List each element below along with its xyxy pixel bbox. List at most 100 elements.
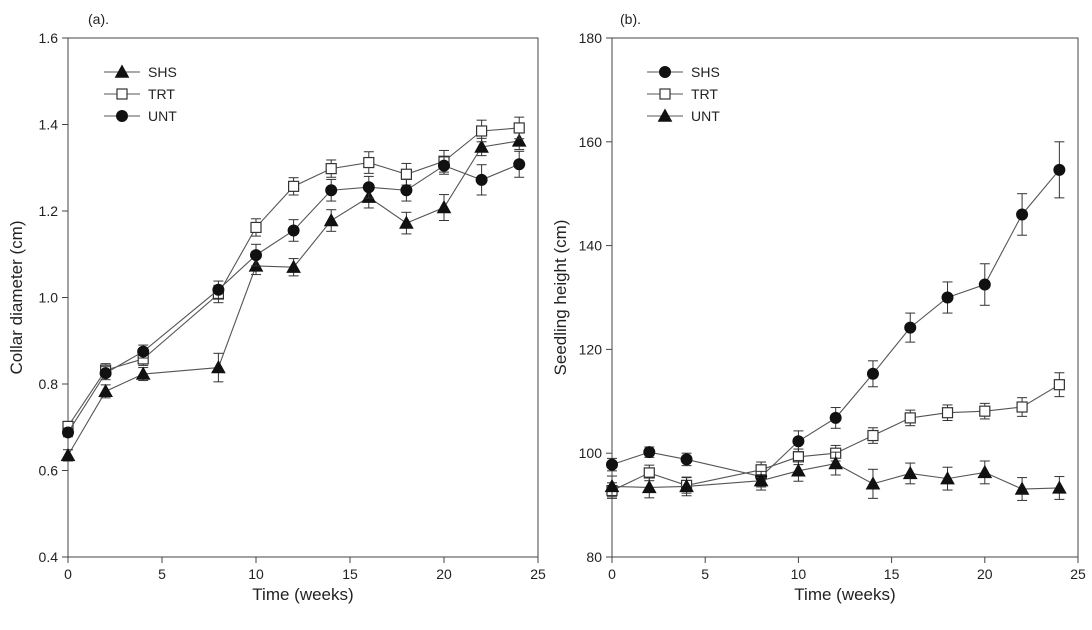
data-point [99, 367, 112, 380]
data-point [135, 366, 151, 380]
data-point [399, 215, 414, 229]
data-point [476, 125, 488, 137]
data-point [400, 168, 412, 180]
data-point [362, 181, 375, 194]
legend-item: SHS [104, 64, 177, 80]
data-point [791, 463, 806, 477]
data-point [98, 383, 113, 398]
series-line [611, 169, 1060, 478]
x-tick-label: 5 [158, 566, 166, 582]
legend: SHS TRT UNT [647, 64, 720, 124]
data-point [643, 446, 656, 459]
x-tick-label: 10 [791, 566, 807, 582]
y-tick-label: 0.8 [39, 376, 59, 392]
y-tick-label: 180 [579, 30, 603, 46]
data-point [753, 473, 769, 487]
data-point [1014, 481, 1030, 495]
legend-label: TRT [691, 86, 718, 102]
y-tick-label: 80 [586, 549, 602, 565]
legend-label: SHS [691, 64, 720, 80]
data-point [250, 249, 262, 262]
legend-label: UNT [691, 108, 720, 124]
panel-label: (b). [620, 11, 641, 27]
series-shs [606, 141, 1066, 488]
x-tick-label: 0 [64, 566, 72, 582]
y-axis-title: Seedling height (cm) [551, 220, 570, 376]
legend-marker [659, 66, 671, 78]
series-line [67, 163, 520, 433]
y-tick-label: 1.4 [39, 117, 59, 133]
series-line [611, 463, 1060, 490]
x-tick-label: 20 [977, 566, 993, 582]
plot-frame [611, 37, 1079, 558]
legend-marker [657, 108, 673, 122]
data-point [828, 456, 844, 470]
data-point [511, 133, 527, 147]
x-tick-label: 25 [1070, 566, 1086, 582]
series-unt [62, 150, 526, 439]
series-line [67, 140, 520, 456]
series-trt [606, 372, 1065, 499]
legend-marker [114, 64, 130, 78]
y-tick-label: 100 [579, 445, 603, 461]
data-point [212, 283, 225, 296]
data-point [865, 476, 881, 490]
data-point [325, 163, 337, 175]
x-tick-label: 0 [608, 566, 616, 582]
data-point [641, 479, 657, 494]
y-axis-title: Collar diameter (cm) [7, 221, 26, 375]
y-tick-label: 120 [579, 341, 603, 357]
legend-item: UNT [647, 108, 720, 124]
data-point [978, 278, 991, 291]
y-tick-label: 1.0 [39, 290, 59, 306]
x-tick-label: 20 [436, 566, 452, 582]
chart-panel-a: 0 5 10 15 20 25 0.4 0.6 0.8 1.0 1.2 1.4 1.6 Time (wee… [7, 11, 546, 604]
series-unt [604, 451, 1067, 501]
y-tick-label: 1.2 [39, 203, 59, 219]
data-point [866, 367, 879, 380]
data-point [60, 447, 76, 462]
x-axis-title: Time (weeks) [252, 585, 353, 604]
legend-item: TRT [647, 86, 718, 102]
legend-item: UNT [104, 108, 177, 124]
data-point [288, 180, 300, 192]
data-point [1052, 480, 1067, 494]
legend-label: UNT [148, 108, 177, 124]
x-tick-label: 15 [342, 566, 358, 582]
data-point [513, 158, 526, 171]
data-point [513, 122, 525, 134]
y-tick-label: 0.4 [39, 549, 59, 565]
data-point [1053, 379, 1065, 391]
data-point [363, 156, 375, 169]
legend-marker [116, 110, 128, 122]
data-point [904, 412, 916, 424]
data-point [323, 212, 339, 227]
series-line [611, 384, 1060, 492]
x-tick-label: 25 [530, 566, 546, 582]
data-point [941, 407, 954, 419]
y-tick-label: 160 [579, 134, 603, 150]
data-point [1016, 208, 1029, 221]
data-point [474, 139, 489, 153]
data-point [829, 411, 842, 424]
y-tick-label: 0.6 [39, 463, 59, 479]
x-tick-label: 15 [884, 566, 900, 582]
data-point [977, 464, 993, 479]
data-point [250, 221, 262, 234]
data-point [902, 465, 918, 480]
data-point [979, 405, 991, 417]
legend-marker [116, 88, 128, 100]
data-point [475, 173, 488, 186]
legend-item: SHS [647, 64, 720, 80]
legend-marker [659, 88, 671, 100]
data-point [211, 360, 226, 374]
data-point [1016, 401, 1028, 413]
data-point [137, 345, 150, 358]
data-point [643, 467, 655, 479]
x-axis-title: Time (weeks) [794, 585, 895, 604]
series-trt [62, 116, 525, 432]
y-tick-label: 140 [579, 238, 603, 254]
y-tick-label: 1.6 [39, 30, 59, 46]
data-point [792, 435, 805, 448]
